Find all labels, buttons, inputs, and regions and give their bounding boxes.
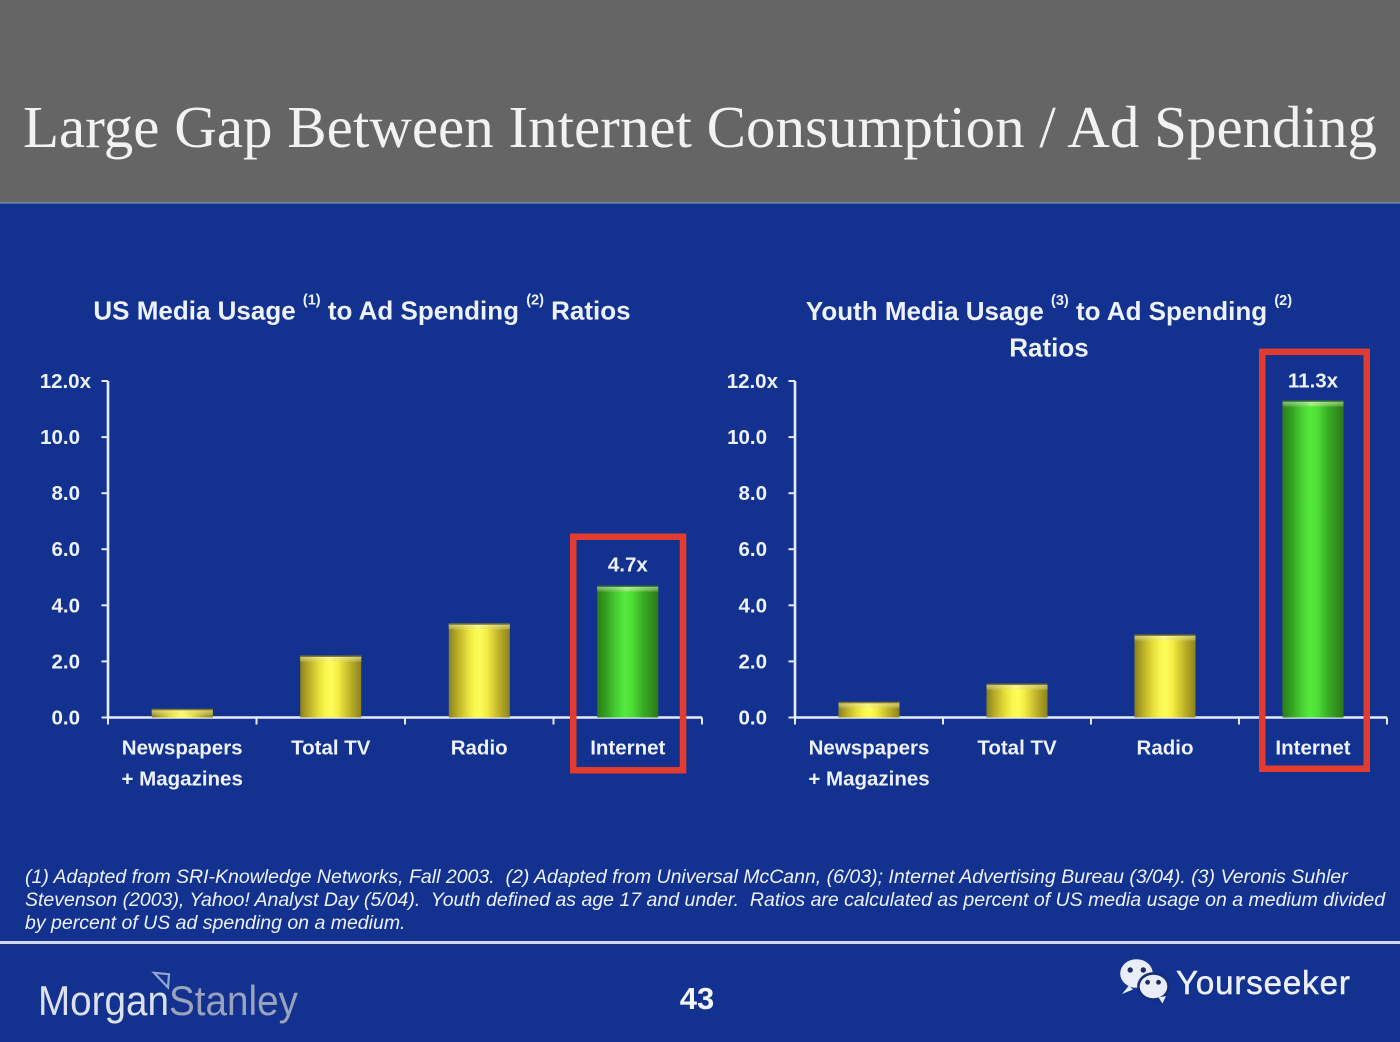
- svg-text:Newspapers: Newspapers: [809, 737, 930, 760]
- svg-text:Radio: Radio: [451, 737, 508, 760]
- svg-text:Radio: Radio: [1137, 737, 1194, 760]
- svg-text:US Media Usage (1) to Ad Spend: US Media Usage (1) to Ad Spending (2) Ra…: [93, 293, 630, 326]
- svg-text:Internet: Internet: [590, 737, 665, 760]
- svg-text:Internet: Internet: [1275, 737, 1350, 760]
- svg-text:2.0: 2.0: [52, 650, 81, 673]
- svg-text:Youth Media Usage (3) to Ad Sp: Youth Media Usage (3) to Ad Spending (2): [806, 293, 1292, 326]
- svg-text:0.0: 0.0: [739, 707, 768, 730]
- svg-text:Total TV: Total TV: [977, 737, 1057, 760]
- svg-text:12.0x: 12.0x: [727, 370, 779, 393]
- svg-text:10.0: 10.0: [40, 426, 80, 449]
- svg-text:10.0: 10.0: [727, 426, 767, 449]
- svg-text:+ Magazines: + Magazines: [808, 768, 929, 791]
- svg-text:6.0: 6.0: [52, 538, 81, 561]
- svg-text:4.7x: 4.7x: [608, 554, 648, 577]
- svg-text:12.0x: 12.0x: [40, 370, 92, 393]
- svg-text:Newspapers: Newspapers: [122, 737, 243, 760]
- svg-text:11.3x: 11.3x: [1288, 370, 1339, 393]
- svg-text:8.0: 8.0: [739, 482, 768, 505]
- svg-text:0.0: 0.0: [52, 707, 81, 730]
- svg-text:8.0: 8.0: [52, 482, 81, 505]
- svg-text:Ratios: Ratios: [1009, 333, 1088, 363]
- svg-text:2.0: 2.0: [739, 650, 768, 673]
- svg-text:4.0: 4.0: [52, 594, 81, 617]
- svg-text:6.0: 6.0: [739, 538, 768, 561]
- svg-text:+ Magazines: + Magazines: [122, 768, 243, 791]
- svg-text:4.0: 4.0: [739, 594, 768, 617]
- svg-text:Total TV: Total TV: [291, 737, 371, 760]
